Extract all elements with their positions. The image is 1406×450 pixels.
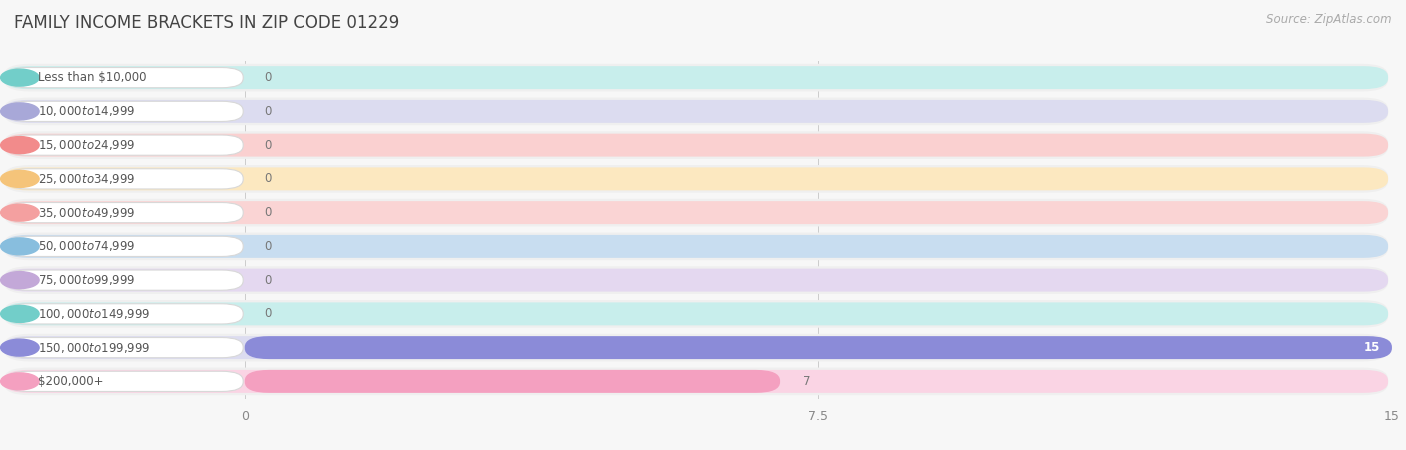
FancyBboxPatch shape [4, 370, 1388, 393]
FancyBboxPatch shape [4, 98, 1388, 125]
FancyBboxPatch shape [4, 64, 1388, 91]
Text: 0: 0 [264, 206, 271, 219]
Text: 15: 15 [1364, 341, 1381, 354]
Text: Source: ZipAtlas.com: Source: ZipAtlas.com [1267, 14, 1392, 27]
FancyBboxPatch shape [6, 135, 243, 155]
Text: $100,000 to $149,999: $100,000 to $149,999 [38, 307, 150, 321]
Circle shape [0, 171, 39, 187]
Text: Less than $10,000: Less than $10,000 [38, 71, 146, 84]
Text: $10,000 to $14,999: $10,000 to $14,999 [38, 104, 136, 118]
Circle shape [0, 137, 39, 153]
FancyBboxPatch shape [4, 300, 1388, 328]
FancyBboxPatch shape [245, 336, 1392, 359]
Circle shape [0, 373, 39, 390]
Text: FAMILY INCOME BRACKETS IN ZIP CODE 01229: FAMILY INCOME BRACKETS IN ZIP CODE 01229 [14, 14, 399, 32]
FancyBboxPatch shape [4, 66, 1388, 89]
Text: 0: 0 [264, 139, 271, 152]
Text: $35,000 to $49,999: $35,000 to $49,999 [38, 206, 136, 220]
FancyBboxPatch shape [4, 131, 1388, 159]
FancyBboxPatch shape [6, 236, 243, 256]
FancyBboxPatch shape [6, 338, 243, 358]
Text: $150,000 to $199,999: $150,000 to $199,999 [38, 341, 150, 355]
FancyBboxPatch shape [4, 336, 1388, 359]
Text: $200,000+: $200,000+ [38, 375, 104, 388]
Text: $50,000 to $74,999: $50,000 to $74,999 [38, 239, 136, 253]
FancyBboxPatch shape [6, 270, 243, 290]
Circle shape [0, 272, 39, 288]
Text: 0: 0 [264, 240, 271, 253]
FancyBboxPatch shape [4, 334, 1388, 361]
FancyBboxPatch shape [4, 235, 1388, 258]
Text: 0: 0 [264, 172, 271, 185]
FancyBboxPatch shape [6, 169, 243, 189]
FancyBboxPatch shape [4, 134, 1388, 157]
FancyBboxPatch shape [4, 233, 1388, 260]
Circle shape [0, 69, 39, 86]
Text: 7: 7 [803, 375, 810, 388]
FancyBboxPatch shape [4, 266, 1388, 294]
FancyBboxPatch shape [6, 304, 243, 324]
Circle shape [0, 339, 39, 356]
Text: $25,000 to $34,999: $25,000 to $34,999 [38, 172, 136, 186]
FancyBboxPatch shape [4, 165, 1388, 193]
Circle shape [0, 204, 39, 221]
Text: $75,000 to $99,999: $75,000 to $99,999 [38, 273, 136, 287]
FancyBboxPatch shape [4, 167, 1388, 190]
Circle shape [0, 103, 39, 120]
Text: $15,000 to $24,999: $15,000 to $24,999 [38, 138, 136, 152]
FancyBboxPatch shape [4, 199, 1388, 226]
Circle shape [0, 238, 39, 255]
FancyBboxPatch shape [4, 269, 1388, 292]
Text: 0: 0 [264, 71, 271, 84]
FancyBboxPatch shape [4, 302, 1388, 325]
Text: 0: 0 [264, 307, 271, 320]
Text: 0: 0 [264, 105, 271, 118]
FancyBboxPatch shape [6, 202, 243, 223]
FancyBboxPatch shape [4, 368, 1388, 395]
FancyBboxPatch shape [6, 101, 243, 122]
FancyBboxPatch shape [6, 371, 243, 392]
Circle shape [0, 306, 39, 322]
Text: 0: 0 [264, 274, 271, 287]
FancyBboxPatch shape [6, 68, 243, 88]
FancyBboxPatch shape [245, 370, 780, 393]
FancyBboxPatch shape [4, 201, 1388, 224]
FancyBboxPatch shape [4, 100, 1388, 123]
